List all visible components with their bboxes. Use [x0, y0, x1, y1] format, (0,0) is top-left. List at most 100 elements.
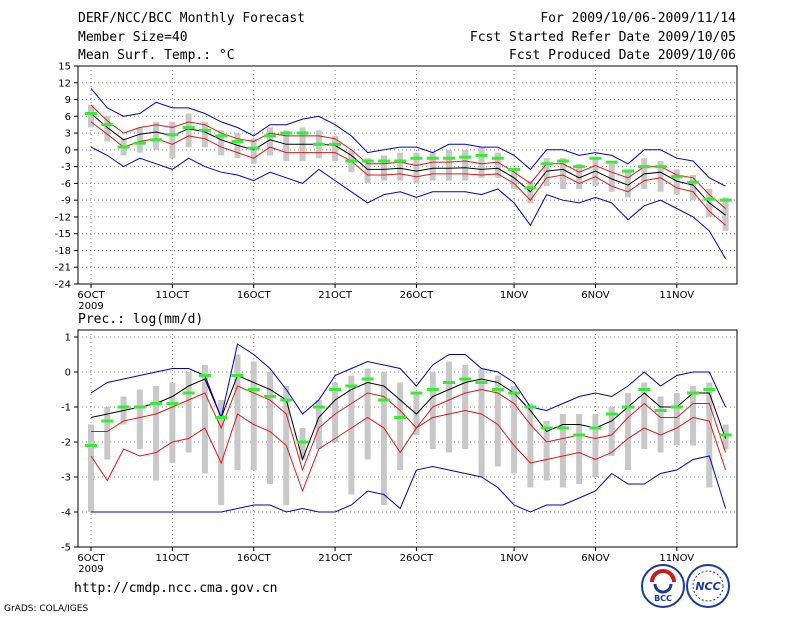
temp-climatology-marker	[85, 112, 98, 116]
prec-climatology-marker	[296, 440, 309, 444]
prec-member-range-box	[624, 393, 631, 470]
temp-climatology-marker	[198, 128, 211, 132]
temp-spread-lower-line	[90, 121, 726, 226]
prec-member-range-box	[559, 414, 566, 488]
precipitation-title: Prec.: log(mm/d)	[78, 312, 203, 327]
prec-member-range-box	[494, 375, 501, 467]
prec-member-range-box	[429, 372, 436, 449]
prec-member-range-box	[332, 382, 339, 442]
temp-climatology-marker	[133, 141, 146, 145]
temp-ensemble-mean-line	[90, 113, 726, 216]
prec-member-range-box	[576, 414, 583, 484]
temp-x-tick-label: 11OCT	[156, 290, 191, 301]
prec-climatology-marker	[426, 388, 439, 391]
temp-member-range-box	[592, 158, 599, 187]
temp-y-tick-label: 9	[65, 95, 71, 106]
temp-climatology-marker	[312, 142, 325, 146]
prec-climatology-marker	[719, 433, 732, 437]
prec-y-tick-label: 1	[65, 333, 71, 344]
temp-climatology-marker	[345, 159, 358, 163]
prec-x-tick-label: 16OCT	[237, 553, 272, 564]
prec-member-range-box	[218, 400, 225, 505]
prec-climatology-marker	[198, 374, 211, 377]
prec-climatology-marker	[264, 395, 277, 398]
temp-climatology-marker	[540, 162, 553, 166]
prec-member-range-box	[722, 424, 729, 449]
temp-climatology-marker	[329, 142, 342, 146]
temp-climatology-marker	[459, 155, 472, 159]
temp-member-range-box	[624, 169, 631, 198]
prec-climatology-marker	[670, 405, 683, 409]
temp-climatology-marker	[556, 159, 569, 163]
prec-ensemble-mean-line	[90, 374, 727, 462]
temp-climatology-marker	[426, 156, 439, 160]
temp-y-tick-label: -18	[55, 246, 71, 257]
temp-climatology-marker	[280, 131, 293, 135]
prec-spread-lower-line	[90, 409, 727, 493]
prec-member-range-box	[445, 361, 452, 453]
prec-member-range-box	[673, 393, 680, 446]
prec-climatology-marker	[654, 409, 667, 412]
prec-member-range-box	[608, 407, 615, 456]
prec-member-range-box	[706, 382, 713, 488]
temp-minimum-line	[90, 146, 727, 260]
temp-x-tick-label: 1NOV	[500, 290, 529, 301]
temp-spread-upper-line	[90, 104, 726, 209]
prec-climatology-marker	[166, 402, 179, 405]
temp-climatology-marker	[638, 165, 651, 169]
temp-member-range-box	[153, 121, 160, 150]
temp-climatology-marker	[150, 138, 163, 142]
temp-x-tick-label: 26OCT	[400, 290, 435, 301]
temp-y-tick-label: -6	[61, 179, 71, 190]
prec-climatology-marker	[150, 402, 163, 405]
temp-member-range-box	[185, 113, 192, 148]
prec-minimum-line	[91, 455, 727, 513]
temp-climatology-marker	[621, 169, 634, 173]
temp-climatology-marker	[166, 133, 179, 137]
prec-climatology-marker	[491, 388, 504, 391]
temp-climatology-marker	[410, 156, 423, 160]
temp-climatology-marker	[654, 165, 667, 169]
temp-member-range-box	[559, 158, 566, 189]
temp-y-tick-label: -12	[55, 212, 71, 223]
prec-x-tick-label: 26OCT	[400, 553, 435, 564]
prec-spread-upper-line	[91, 385, 727, 472]
temp-member-range-box	[429, 152, 436, 181]
temp-climatology-marker	[491, 156, 504, 160]
prec-member-range-box	[364, 368, 371, 460]
prec-climatology-marker	[410, 391, 423, 395]
temp-climatology-marker	[182, 125, 195, 129]
temp-climatology-marker	[670, 175, 683, 179]
prec-member-range-box	[88, 424, 95, 512]
temp-member-range-box	[511, 169, 518, 189]
temp-x-tick-label: 11NOV	[659, 290, 694, 301]
temp-member-range-box	[169, 121, 176, 159]
temp-member-range-box	[608, 163, 615, 192]
prec-member-range-box	[380, 372, 387, 505]
prec-member-range-box	[136, 389, 143, 449]
prec-climatology-marker	[638, 388, 651, 391]
prec-climatology-marker	[394, 416, 407, 419]
source-url[interactable]: http://cmdp.ncc.cma.gov.cn	[74, 581, 278, 596]
temp-y-tick-label: -21	[55, 263, 71, 274]
temp-climatology-marker	[703, 197, 716, 201]
prec-climatology-marker	[312, 405, 325, 409]
prec-climatology-marker	[442, 381, 455, 384]
prec-member-range-box	[641, 382, 648, 449]
temp-x-tick-label: 16OCT	[237, 290, 272, 301]
start-date: Fcst Started Refer Date 2009/10/05	[469, 30, 736, 45]
prec-member-range-box	[315, 400, 322, 449]
temp-climatology-marker	[475, 153, 488, 157]
temp-climatology-marker	[687, 180, 700, 184]
temperature-plot: 6OCT 11OCT 16OCT 21OCT 26OCT 1NOV 6NOV 11NOV 200…	[55, 62, 738, 312]
prec-climatology-marker	[377, 398, 390, 402]
temp-x-tick-label: 6OCT	[77, 290, 105, 301]
temp-y-tick-label: -9	[61, 196, 71, 207]
prec-member-range-box	[104, 407, 111, 460]
prec-member-range-box	[462, 365, 469, 449]
temp-climatology-marker	[215, 134, 228, 138]
temp-year-label: 2009	[78, 301, 103, 312]
prec-x-tick-label: 11OCT	[156, 553, 191, 564]
prec-frame	[77, 329, 738, 548]
temp-climatology-marker	[101, 123, 114, 127]
